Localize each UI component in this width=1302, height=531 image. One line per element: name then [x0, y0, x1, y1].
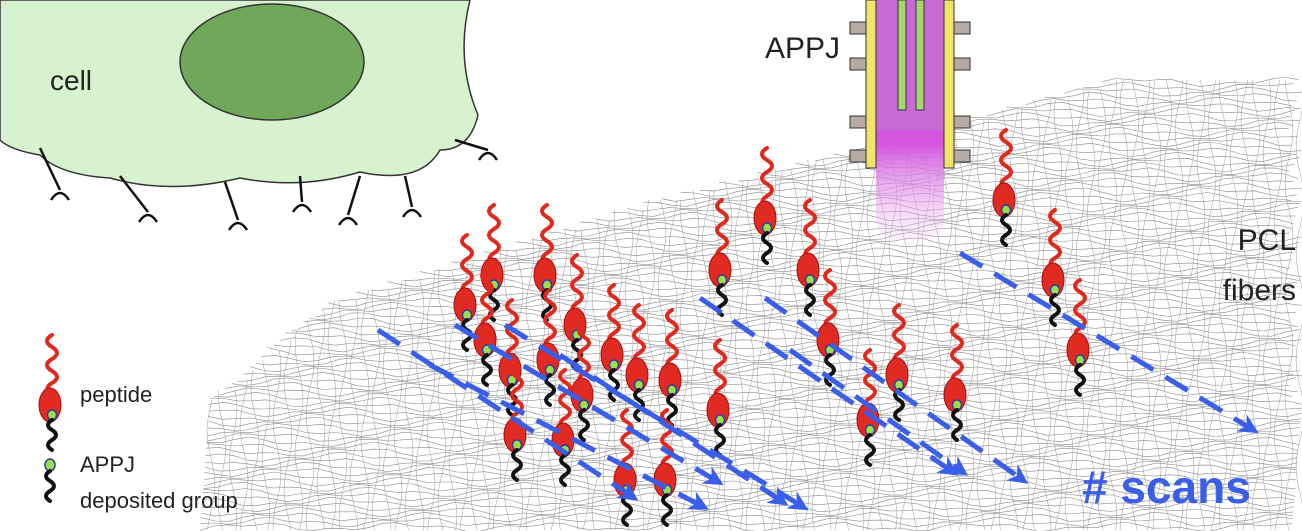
fiber	[1021, 110, 1029, 530]
outer-tube	[866, 0, 876, 168]
fiber	[232, 377, 1296, 387]
outer-tube	[944, 0, 954, 168]
peptide	[754, 148, 776, 263]
inner-tube	[898, 0, 906, 110]
receptor	[403, 176, 421, 217]
substrate-label: fibers	[1223, 274, 1296, 307]
fiber	[210, 402, 1302, 412]
receptor	[339, 176, 360, 225]
fiber	[777, 162, 1295, 172]
fiber	[1083, 82, 1293, 92]
peptide	[797, 200, 819, 315]
diagram: cell APPJ PCL fibers peptide APPJ deposi…	[0, 0, 1302, 531]
fiber	[612, 207, 1298, 217]
fiber	[208, 422, 1300, 432]
fiber	[214, 392, 1292, 402]
fiber	[662, 192, 1292, 202]
fiber	[977, 120, 985, 530]
legend-label: APPJ	[80, 452, 135, 477]
fiber	[383, 290, 391, 530]
fiber	[500, 243, 1298, 252]
fiber	[280, 337, 1302, 347]
scan-label: # scans	[1082, 461, 1251, 513]
fiber	[757, 167, 1289, 177]
fiber	[292, 327, 1300, 337]
fiber	[1026, 97, 1292, 106]
plasma-core	[876, 0, 944, 130]
inner-tube	[916, 0, 924, 110]
fiber	[856, 150, 864, 530]
fiber	[592, 220, 600, 530]
substrate-label: PCL	[1238, 224, 1296, 257]
fiber	[405, 280, 413, 530]
fiber	[207, 437, 1299, 447]
legend-label: peptide	[80, 382, 152, 407]
legend-label: deposited group	[80, 488, 238, 513]
fiber	[240, 380, 248, 530]
legend-peptide-icon	[39, 335, 61, 450]
fiber	[251, 370, 259, 530]
fiber	[298, 322, 1292, 332]
legend-group-icon	[45, 459, 55, 501]
receptor	[225, 182, 247, 230]
device-label: APPJ	[765, 32, 840, 65]
fiber	[801, 160, 809, 530]
peptide	[564, 255, 586, 370]
cell-label: cell	[50, 65, 92, 96]
nucleus	[180, 4, 364, 120]
peptide	[817, 270, 839, 385]
fiber	[987, 107, 1295, 117]
fiber	[1102, 77, 1298, 87]
fiber	[427, 270, 435, 530]
fiber	[596, 212, 1296, 222]
fiber	[1043, 100, 1051, 530]
peptide	[1042, 210, 1064, 325]
fiber	[526, 240, 534, 530]
receptor	[455, 140, 497, 160]
fiber	[468, 252, 1294, 262]
fiber	[867, 150, 875, 530]
fiber	[208, 417, 1300, 427]
fiber	[208, 427, 1300, 437]
